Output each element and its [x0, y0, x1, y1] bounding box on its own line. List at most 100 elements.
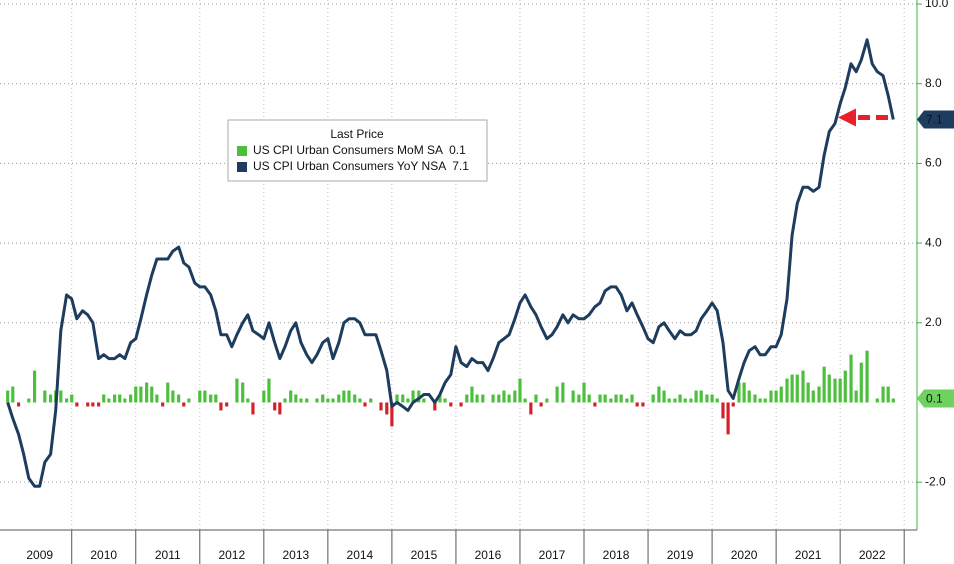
- bar: [822, 366, 826, 403]
- bar: [790, 374, 794, 403]
- bar: [513, 390, 517, 403]
- bar: [214, 394, 218, 403]
- bar: [726, 402, 730, 435]
- bar: [289, 390, 293, 403]
- bar: [774, 390, 778, 403]
- y-tick-label: 6.0: [925, 156, 942, 170]
- bar: [609, 398, 613, 403]
- bar: [161, 402, 165, 407]
- bar: [694, 390, 698, 403]
- x-tick-label: 2016: [475, 548, 502, 562]
- bar: [891, 398, 895, 403]
- x-tick-label: 2012: [218, 548, 245, 562]
- x-tick-label: 2009: [26, 548, 53, 562]
- legend-label: US CPI Urban Consumers MoM SA 0.1: [253, 143, 466, 157]
- bar: [27, 398, 31, 403]
- bar: [145, 382, 149, 403]
- bar: [139, 386, 143, 403]
- legend-name: US CPI Urban Consumers MoM SA: [253, 143, 443, 157]
- bar: [630, 394, 634, 403]
- bar: [97, 402, 101, 407]
- bar: [582, 382, 586, 403]
- bar: [438, 394, 442, 403]
- bar: [561, 382, 565, 403]
- bar: [273, 402, 277, 411]
- x-tick-label: 2013: [282, 548, 309, 562]
- bar: [129, 394, 133, 403]
- bar: [614, 394, 618, 403]
- bar: [65, 398, 69, 403]
- x-tick-label: 2018: [603, 548, 630, 562]
- bar: [593, 402, 597, 407]
- bar: [481, 394, 485, 403]
- bar: [150, 386, 154, 403]
- legend-label: US CPI Urban Consumers YoY NSA 7.1: [253, 159, 469, 173]
- y-tick-label: -2.0: [925, 474, 946, 488]
- bar: [155, 394, 159, 403]
- bar: [385, 402, 389, 415]
- bar: [465, 394, 469, 403]
- bar: [881, 386, 885, 403]
- bar: [838, 378, 842, 403]
- bar: [769, 390, 773, 403]
- bar: [502, 390, 506, 403]
- bar: [209, 394, 213, 403]
- bar: [187, 398, 191, 403]
- bar: [571, 390, 575, 403]
- bar: [747, 390, 751, 403]
- bar: [433, 402, 437, 411]
- bar: [678, 394, 682, 403]
- legend-value: 0.1: [449, 143, 466, 157]
- x-tick-label: 2022: [859, 548, 886, 562]
- bar: [278, 402, 282, 415]
- bar: [470, 386, 474, 403]
- bar: [395, 394, 399, 403]
- x-tick-label: 2017: [539, 548, 566, 562]
- legend-box: [227, 119, 488, 182]
- bar: [358, 398, 362, 403]
- bar: [763, 398, 767, 403]
- bar: [406, 398, 410, 403]
- y-tick-label: 8.0: [925, 76, 942, 90]
- bar: [331, 398, 335, 403]
- bar: [534, 394, 538, 403]
- bar: [715, 398, 719, 403]
- bar: [779, 386, 783, 403]
- bar: [742, 382, 746, 403]
- bar: [635, 402, 639, 407]
- bar: [262, 390, 266, 403]
- bar: [459, 402, 463, 407]
- bar: [667, 398, 671, 403]
- bar: [379, 402, 383, 411]
- bar: [875, 398, 879, 403]
- bar: [689, 398, 693, 403]
- bar: [369, 398, 373, 403]
- bar: [32, 370, 37, 403]
- bar: [699, 390, 703, 403]
- bar: [641, 402, 645, 407]
- bar: [737, 382, 741, 403]
- y-tick-label: 2.0: [925, 315, 942, 329]
- x-tick-label: 2015: [411, 548, 438, 562]
- bar: [721, 402, 725, 419]
- bar: [411, 390, 415, 403]
- bar: [299, 398, 303, 403]
- bar: [177, 394, 181, 403]
- bar: [849, 354, 853, 403]
- bar: [603, 394, 607, 403]
- bar: [497, 394, 501, 403]
- bar: [134, 386, 138, 403]
- bar: [886, 386, 890, 403]
- bar: [785, 378, 789, 403]
- bar: [219, 402, 223, 411]
- bar: [337, 394, 341, 403]
- bar: [625, 398, 629, 403]
- bar: [16, 402, 21, 407]
- legend-value: 7.1: [452, 159, 469, 173]
- bar: [843, 370, 847, 403]
- bar: [166, 382, 170, 403]
- bar: [113, 394, 117, 403]
- bar: [518, 378, 522, 403]
- bar: [225, 402, 229, 407]
- bar: [683, 398, 687, 403]
